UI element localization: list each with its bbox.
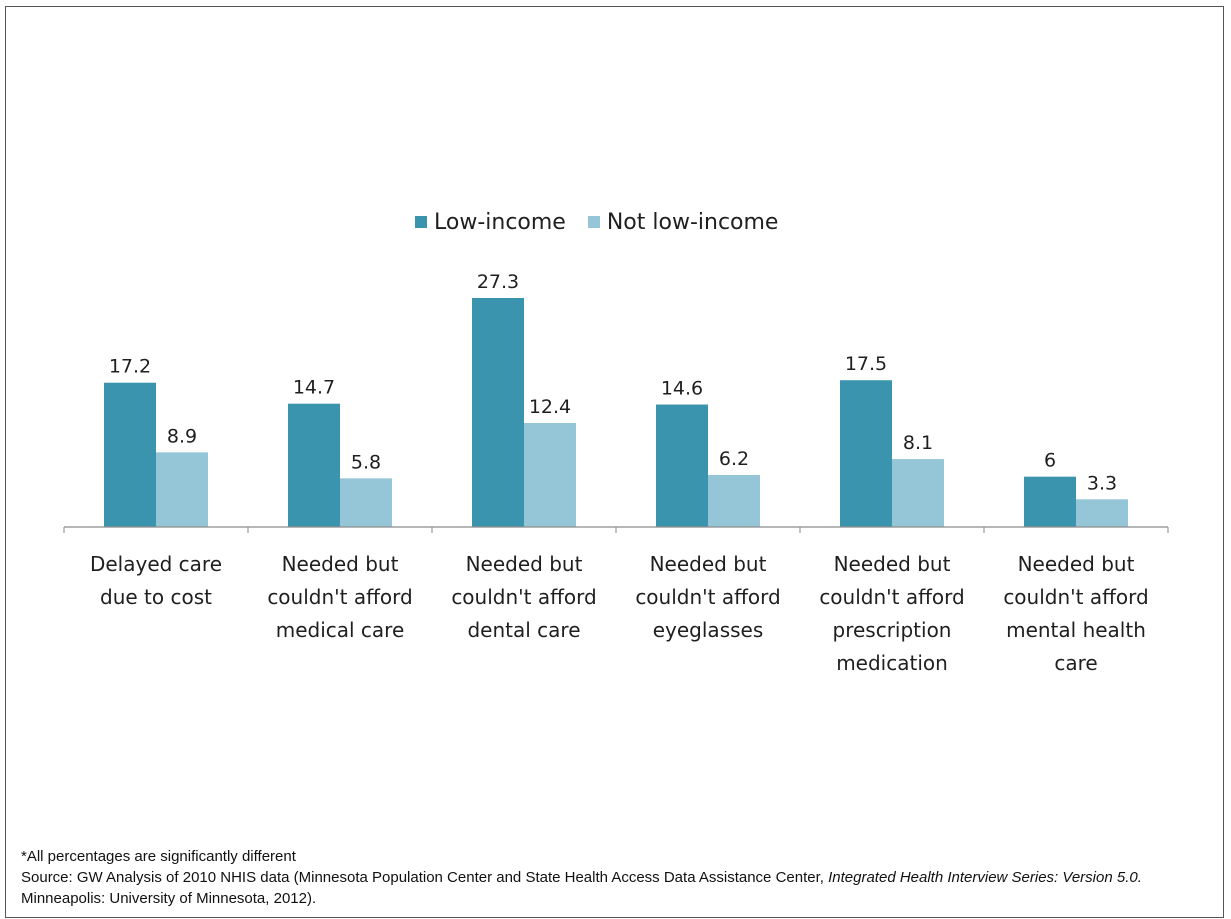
data-label-not-low-income-2: 12.4 xyxy=(529,396,571,418)
category-label-3: Needed but couldn't afford eyeglasses xyxy=(635,552,781,642)
bar-not-low-income-1 xyxy=(340,478,392,527)
data-label-low-income-2: 27.3 xyxy=(477,271,519,293)
legend-label-low-income: Low-income xyxy=(434,209,566,235)
footnote-note: *All percentages are significantly diffe… xyxy=(21,848,296,865)
bar-not-low-income-0 xyxy=(156,452,208,527)
category-label-5: Needed but couldn't afford mental health… xyxy=(1003,552,1149,675)
bar-not-low-income-3 xyxy=(708,474,760,527)
data-label-not-low-income-0: 8.9 xyxy=(167,425,197,447)
legend-item-low-income: Low-income xyxy=(415,210,566,235)
data-label-not-low-income-1: 5.8 xyxy=(351,451,381,473)
category-label-1: Needed but couldn't afford medical care xyxy=(267,552,413,642)
data-label-not-low-income-3: 6.2 xyxy=(719,448,749,470)
footnote: *All percentages are significantly diffe… xyxy=(21,846,1211,909)
bar-low-income-2 xyxy=(472,298,524,527)
legend-label-not-low-income: Not low-income xyxy=(606,209,779,235)
data-label-not-low-income-5: 3.3 xyxy=(1087,472,1117,494)
bar-low-income-3 xyxy=(656,404,708,527)
footnote-source-title: Integrated Health Interview Series: Vers… xyxy=(828,869,1142,886)
bar-low-income-5 xyxy=(1024,476,1076,527)
bar-low-income-1 xyxy=(288,403,340,527)
data-label-low-income-4: 17.5 xyxy=(845,353,887,375)
data-label-low-income-5: 6 xyxy=(1044,450,1056,472)
category-label-4: Needed but couldn't afford prescription … xyxy=(819,552,965,675)
bar-low-income-4 xyxy=(840,380,892,527)
data-label-low-income-1: 14.7 xyxy=(293,377,335,399)
legend-item-not-low-income: Not low-income xyxy=(587,209,779,235)
category-label-2: Needed but couldn't afford dental care xyxy=(451,552,597,642)
data-label-low-income-0: 17.2 xyxy=(109,356,151,378)
bar-not-low-income-4 xyxy=(892,459,944,527)
bar-not-low-income-5 xyxy=(1076,499,1128,527)
bar-not-low-income-2 xyxy=(524,422,576,527)
chart-frame xyxy=(5,6,1224,918)
category-label-0: Delayed care due to cost xyxy=(89,552,223,609)
chart-legend: Low-income Not low-income xyxy=(415,207,800,237)
data-label-low-income-3: 14.6 xyxy=(661,378,703,400)
bar-low-income-0 xyxy=(104,382,156,527)
footnote-source: Source: GW Analysis of 2010 NHIS data (M… xyxy=(21,867,1211,909)
footnote-source-suffix: Minneapolis: University of Minnesota, 20… xyxy=(21,890,317,907)
data-label-not-low-income-4: 8.1 xyxy=(903,432,933,454)
legend-swatch-not-low-income xyxy=(587,216,600,228)
legend-swatch-low-income xyxy=(415,216,427,228)
footnote-source-prefix: Source: GW Analysis of 2010 NHIS data (M… xyxy=(21,869,829,886)
